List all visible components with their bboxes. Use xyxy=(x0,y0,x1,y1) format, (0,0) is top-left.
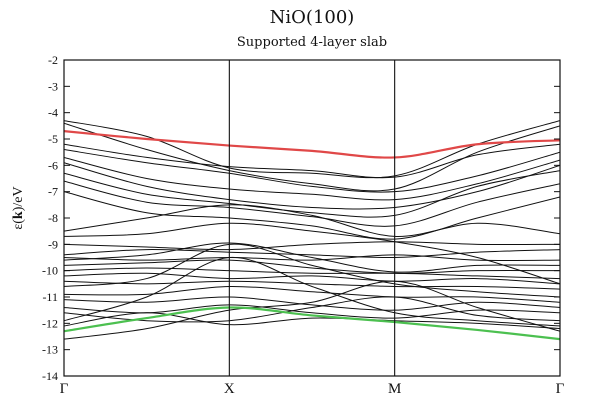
band-lines xyxy=(64,120,560,341)
band-line xyxy=(64,241,560,251)
y-tick-label: -2 xyxy=(48,53,58,67)
band-line xyxy=(64,296,560,323)
band-line xyxy=(64,267,560,280)
band-line xyxy=(64,222,560,285)
y-tick-label: -12 xyxy=(42,316,58,330)
highlighted-band-line xyxy=(64,306,560,341)
band-line xyxy=(64,285,560,303)
band-line xyxy=(64,256,560,327)
band-line xyxy=(64,149,560,193)
y-tick-label: -3 xyxy=(48,79,58,93)
y-tick-label: -10 xyxy=(42,264,58,278)
y-tick-label: -9 xyxy=(48,237,58,251)
band-line xyxy=(64,143,560,179)
x-tick-label: M xyxy=(388,381,401,397)
band-line xyxy=(64,156,560,201)
band-line xyxy=(64,259,560,274)
band-line xyxy=(64,296,560,311)
plot-frame xyxy=(63,59,561,377)
band-line xyxy=(64,280,560,290)
band-line xyxy=(64,254,560,262)
y-tick-label: -14 xyxy=(42,369,58,383)
band-line xyxy=(64,249,560,259)
y-tick-label: -5 xyxy=(48,132,58,146)
y-axis-label: ε(k)/eV xyxy=(11,186,26,229)
y-axis-label-tail: )/eV xyxy=(11,186,26,211)
y-tick-label: -13 xyxy=(42,343,58,357)
y-tick-label: -6 xyxy=(48,158,58,172)
band-line xyxy=(64,180,560,227)
x-tick-label: Γ xyxy=(556,381,565,397)
band-line xyxy=(64,312,560,330)
y-tick-label: -7 xyxy=(48,185,58,199)
band-line xyxy=(64,122,560,192)
chart-subtitle: Supported 4-layer slab xyxy=(237,35,387,50)
band-line xyxy=(64,162,560,210)
x-tick-label: Γ xyxy=(60,381,69,397)
y-axis-label-main: ε( xyxy=(11,219,26,230)
y-tick-label: -8 xyxy=(48,211,58,225)
band-line xyxy=(64,272,560,285)
y-axis-label-k: k xyxy=(11,211,26,219)
band-line xyxy=(64,170,560,218)
highlighted-band-line xyxy=(64,130,560,159)
band-line xyxy=(64,242,560,273)
y-tick-label: -4 xyxy=(48,106,58,120)
plot-area xyxy=(64,120,560,341)
plot-border xyxy=(63,59,561,377)
y-tick-labels: -2 -3 -4 -5 -6 -7 -8 -9 -10 -11 -12 -13 -14 xyxy=(42,53,58,383)
band-line xyxy=(64,204,560,237)
band-line xyxy=(64,243,560,298)
chart-title: NiO(100) xyxy=(270,7,355,28)
band-line xyxy=(64,280,560,340)
x-tick-label: X xyxy=(224,381,235,397)
y-tick-label: -11 xyxy=(42,290,58,304)
band-line xyxy=(64,191,560,240)
